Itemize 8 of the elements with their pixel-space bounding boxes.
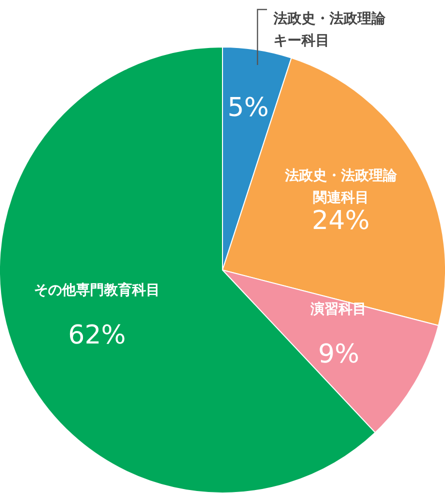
data-label: 62% [68,320,126,351]
data-label: 9% [318,340,360,370]
slice-label: 演習科目 [310,300,367,318]
slice-label: 法政史・法政理論キー科目 [272,10,387,50]
slice-label: 法政史・法政理論関連科目 [284,166,398,206]
data-label: 24% [312,206,370,236]
data-label: 5% [228,93,269,124]
slice-label: その他専門教育科目 [34,282,160,299]
